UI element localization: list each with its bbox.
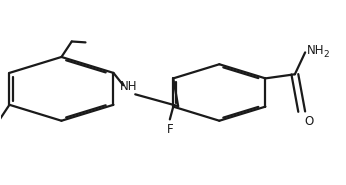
Text: NH: NH bbox=[120, 80, 137, 93]
Text: 2: 2 bbox=[323, 50, 329, 59]
Text: F: F bbox=[166, 123, 173, 136]
Text: O: O bbox=[304, 115, 314, 128]
Text: NH: NH bbox=[307, 44, 324, 57]
